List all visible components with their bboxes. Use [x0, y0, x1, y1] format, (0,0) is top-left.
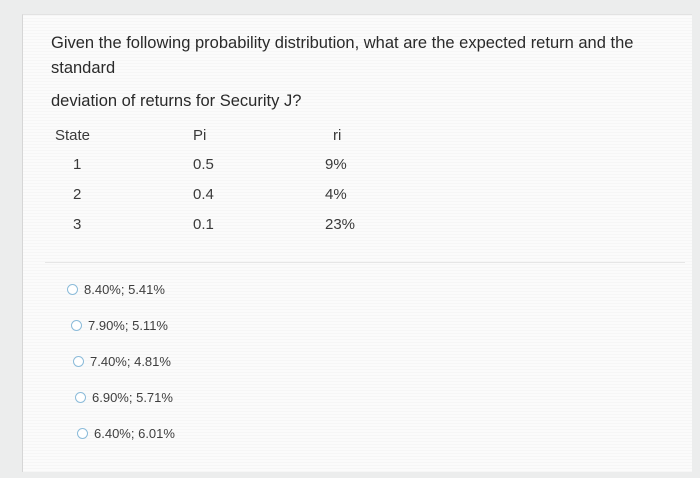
cell-ri: 4%: [325, 185, 347, 203]
cell-ri: 23%: [325, 215, 356, 233]
radio-button[interactable]: [75, 391, 86, 403]
table-header-row: State Pi ri: [55, 121, 405, 149]
answer-label: 8.40%; 5.41%: [84, 281, 165, 297]
cell-pi: 0.5: [193, 155, 214, 173]
answer-option-3[interactable]: 7.40%; 4.81%: [67, 343, 175, 379]
answer-option-5[interactable]: 6.40%; 6.01%: [67, 415, 175, 451]
table-row: 1 0.5 9%: [55, 149, 405, 179]
answer-label: 6.40%; 6.01%: [94, 425, 175, 441]
cell-state: 3: [73, 215, 82, 233]
cell-pi: 0.4: [193, 185, 214, 203]
answer-label: 7.40%; 4.81%: [90, 353, 171, 369]
question-line-3: deviation of returns for Security J?: [51, 92, 302, 110]
table-row: 2 0.4 4%: [55, 179, 405, 209]
cell-state: 2: [73, 185, 82, 203]
radio-button[interactable]: [71, 319, 82, 331]
answer-option-1[interactable]: 8.40%; 5.41%: [67, 271, 175, 307]
radio-button[interactable]: [67, 283, 78, 295]
question-text: Given the following probability distribu…: [51, 31, 671, 114]
cell-pi: 0.1: [193, 215, 214, 233]
answer-options: 8.40%; 5.41% 7.90%; 5.11% 7.40%; 4.81% 6…: [67, 271, 175, 451]
header-ri: ri: [333, 126, 342, 144]
header-pi: Pi: [193, 126, 207, 144]
divider: [45, 262, 685, 263]
header-state: State: [55, 126, 91, 144]
question-line-1: Given the following probability distribu…: [51, 34, 634, 52]
answer-label: 6.90%; 5.71%: [92, 389, 173, 405]
question-card: Given the following probability distribu…: [22, 14, 692, 472]
cell-state: 1: [73, 155, 82, 173]
question-line-2: standard: [51, 59, 116, 77]
answer-option-2[interactable]: 7.90%; 5.11%: [67, 307, 175, 343]
answer-label: 7.90%; 5.11%: [88, 317, 168, 333]
cell-ri: 9%: [325, 155, 347, 173]
table-row: 3 0.1 23%: [55, 209, 405, 239]
answer-option-4[interactable]: 6.90%; 5.71%: [67, 379, 175, 415]
radio-button[interactable]: [77, 427, 88, 439]
radio-button[interactable]: [73, 355, 84, 367]
probability-table: State Pi ri 1 0.5 9% 2 0.4 4% 3: [55, 121, 405, 239]
